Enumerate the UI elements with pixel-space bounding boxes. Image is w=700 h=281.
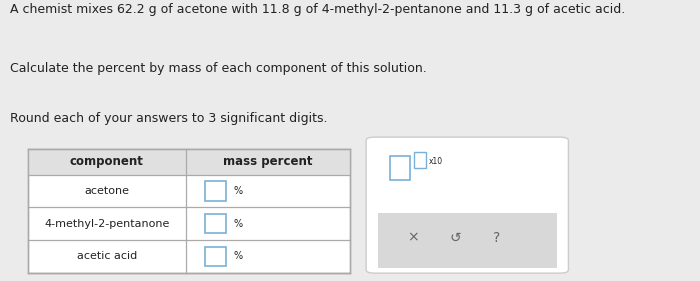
Text: Calculate the percent by mass of each component of this solution.: Calculate the percent by mass of each co… — [10, 62, 427, 75]
Text: acetone: acetone — [84, 186, 130, 196]
Text: acetic acid: acetic acid — [76, 251, 137, 261]
Text: ↺: ↺ — [449, 231, 461, 245]
Text: ×: × — [407, 231, 419, 245]
Text: mass percent: mass percent — [223, 155, 312, 168]
Bar — [414, 152, 426, 168]
Bar — [390, 156, 410, 180]
Text: ?: ? — [494, 231, 500, 245]
Text: Round each of your answers to 3 significant digits.: Round each of your answers to 3 signific… — [10, 112, 328, 125]
Text: %: % — [233, 219, 242, 229]
Bar — [28, 149, 350, 175]
Text: %: % — [233, 186, 242, 196]
Text: A chemist mixes 62.2 g of acetone with 11.8 g of 4-methyl-2-pentanone and 11.3 g: A chemist mixes 62.2 g of acetone with 1… — [10, 3, 626, 16]
Text: %: % — [233, 251, 242, 261]
Bar — [205, 214, 226, 234]
Bar — [205, 246, 226, 266]
FancyBboxPatch shape — [366, 137, 568, 273]
Text: 4-methyl-2-pentanone: 4-methyl-2-pentanone — [44, 219, 169, 229]
Text: x10: x10 — [429, 157, 443, 166]
Text: component: component — [70, 155, 144, 168]
Bar — [205, 182, 226, 201]
